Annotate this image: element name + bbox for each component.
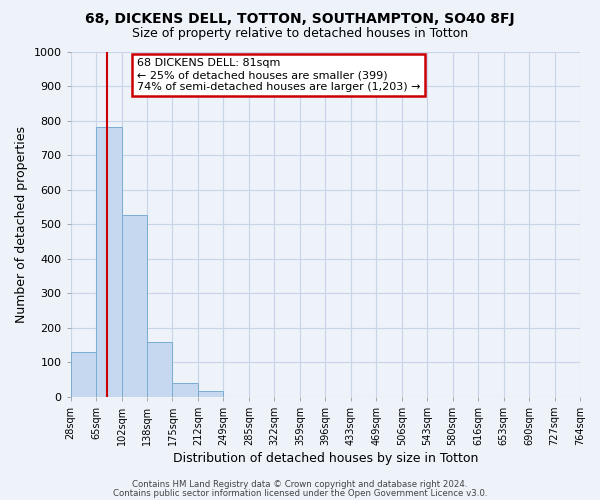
Text: Contains public sector information licensed under the Open Government Licence v3: Contains public sector information licen… <box>113 488 487 498</box>
Bar <box>198 392 223 396</box>
Bar <box>71 352 96 397</box>
Text: 68 DICKENS DELL: 81sqm
← 25% of detached houses are smaller (399)
74% of semi-de: 68 DICKENS DELL: 81sqm ← 25% of detached… <box>137 58 421 92</box>
Text: Contains HM Land Registry data © Crown copyright and database right 2024.: Contains HM Land Registry data © Crown c… <box>132 480 468 489</box>
Y-axis label: Number of detached properties: Number of detached properties <box>15 126 28 322</box>
Bar <box>96 128 122 396</box>
Text: Size of property relative to detached houses in Totton: Size of property relative to detached ho… <box>132 28 468 40</box>
X-axis label: Distribution of detached houses by size in Totton: Distribution of detached houses by size … <box>173 452 478 465</box>
Bar <box>172 382 198 396</box>
Bar <box>122 216 147 396</box>
Bar <box>147 342 172 396</box>
Text: 68, DICKENS DELL, TOTTON, SOUTHAMPTON, SO40 8FJ: 68, DICKENS DELL, TOTTON, SOUTHAMPTON, S… <box>85 12 515 26</box>
